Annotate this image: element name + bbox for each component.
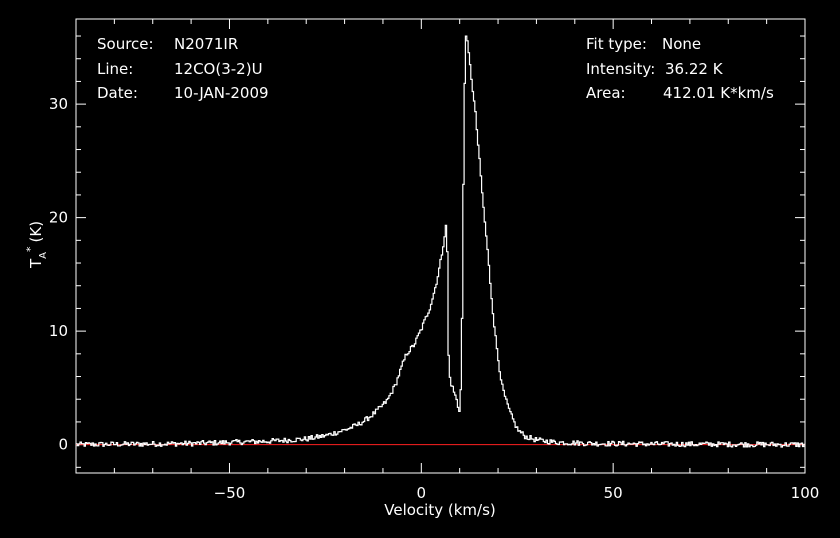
fit-type-key: Fit type:: [586, 35, 647, 53]
x-tick-labels: −50 0 50 100: [214, 484, 820, 502]
y-tick-label: 0: [58, 436, 68, 454]
y-axis-label-sub: A: [38, 252, 49, 259]
y-tick-labels: 0 10 20 30: [49, 95, 68, 454]
y-axis-label-unit: (K): [27, 221, 45, 243]
spectrum-series-line: [76, 35, 805, 448]
y-tick-label: 20: [49, 209, 68, 227]
tick-marks: [75, 19, 806, 473]
area-key: Area:: [586, 84, 626, 102]
plot-frame: [75, 18, 806, 474]
x-tick-label: 100: [791, 484, 820, 502]
intensity-key: Intensity:: [586, 60, 655, 78]
y-tick-label: 10: [49, 322, 68, 340]
line-value: 12CO(3-2)U: [174, 60, 263, 78]
source-value: N2071IR: [174, 35, 238, 53]
x-tick-label: 0: [417, 484, 427, 502]
line-key: Line:: [97, 60, 133, 78]
fit-type-value: None: [662, 35, 701, 53]
area-value: 412.01 K*km/s: [663, 84, 774, 102]
x-tick-label: 50: [604, 484, 623, 502]
x-axis-label: Velocity (km/s): [384, 501, 495, 519]
svg-text:TA*(K): TA* (K): [24, 221, 49, 269]
header-left-info: Source: N2071IR Line: 12CO(3-2)U Date: 1…: [97, 35, 269, 102]
intensity-value: 36.22 K: [665, 60, 724, 78]
y-axis-label-main: T: [27, 258, 45, 269]
x-tick-label: −50: [214, 484, 246, 502]
date-key: Date:: [97, 84, 138, 102]
date-value: 10-JAN-2009: [174, 84, 269, 102]
y-axis-label: TA* (K): [24, 221, 49, 269]
header-right-info: Fit type: None Intensity: 36.22 K Area: …: [586, 35, 774, 102]
y-tick-label: 30: [49, 95, 68, 113]
source-key: Source:: [97, 35, 154, 53]
y-axis-label-sup: *: [24, 246, 37, 252]
